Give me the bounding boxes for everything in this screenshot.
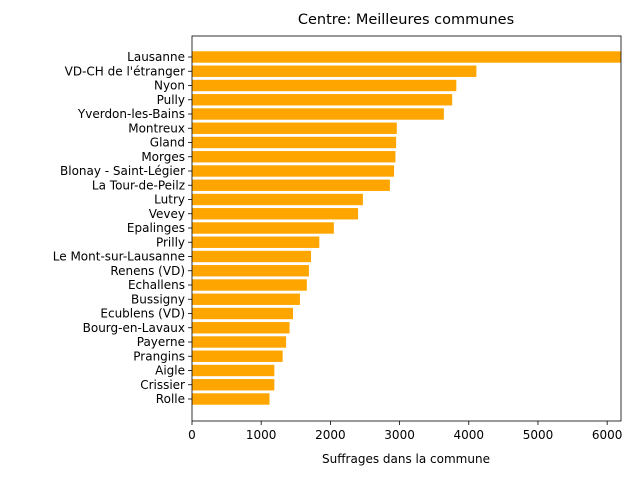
y-category-label: Aigle (155, 364, 185, 378)
bar (192, 293, 300, 305)
x-tick-label: 2000 (315, 428, 346, 442)
bar (192, 236, 320, 248)
y-category-label: Crissier (140, 378, 185, 392)
chart-title: Centre: Meilleures communes (298, 12, 514, 28)
bar (192, 79, 457, 92)
y-category-label: Renens (VD) (110, 264, 185, 278)
bar (192, 136, 397, 149)
bar (192, 151, 396, 163)
y-category-label: La Tour-de-Peilz (92, 178, 185, 192)
bar (192, 193, 363, 206)
y-category-label: Echallens (128, 278, 185, 292)
y-category-label: Epalinges (127, 221, 185, 235)
y-category-label: Morges (141, 150, 185, 164)
axes-layer (191, 35, 622, 422)
bars-layer (192, 51, 621, 405)
y-category-label: Payerne (137, 335, 185, 349)
y-category-label: Bussigny (131, 292, 185, 306)
x-tick-label: 1000 (246, 428, 277, 442)
x-tick-label: 5000 (523, 428, 554, 442)
bar (192, 364, 275, 377)
y-category-label: Prangins (133, 349, 185, 363)
bar (192, 208, 359, 220)
bar (192, 165, 395, 177)
y-category-label: Prilly (156, 235, 185, 249)
y-category-label: Gland (150, 136, 185, 150)
x-tick-label: 4000 (454, 428, 485, 442)
y-category-label: VD-CH de l'étranger (65, 64, 185, 78)
x-tick-label: 3000 (384, 428, 415, 442)
bar (192, 265, 309, 277)
bar (192, 322, 290, 334)
x-tick-label: 0 (188, 428, 196, 442)
bar (192, 307, 294, 320)
bar (192, 65, 477, 77)
bar (192, 250, 312, 263)
y-category-label: Montreux (128, 121, 185, 135)
y-category-label: Pully (157, 93, 185, 107)
bar (192, 279, 307, 291)
axes-frame (191, 35, 622, 422)
y-category-label: Le Mont-sur-Lausanne (53, 250, 185, 264)
x-tick-label: 6000 (592, 428, 623, 442)
y-category-label: Rolle (156, 392, 185, 406)
bar (192, 179, 390, 191)
y-category-label: Lausanne (127, 50, 185, 64)
y-category-label: Yverdon-les-Bains (77, 107, 185, 121)
y-category-label: Vevey (149, 207, 185, 221)
y-category-label: Bourg-en-Lavaux (83, 321, 185, 335)
y-category-label: Lutry (154, 193, 185, 207)
bar (192, 108, 444, 120)
bar (192, 379, 275, 391)
y-category-label: Blonay - Saint-Légier (60, 164, 185, 178)
y-category-label: Ecublens (VD) (100, 307, 185, 321)
bar (192, 350, 283, 362)
bar (192, 222, 334, 234)
bar (192, 94, 453, 106)
x-axis-label: Suffrages dans la commune (322, 452, 490, 466)
y-category-label: Nyon (154, 79, 185, 93)
x-ticks: 0 1000 2000 3000 4000 5000 6000 (188, 421, 622, 442)
bar (192, 51, 621, 63)
bar (192, 336, 287, 348)
bar (192, 122, 397, 134)
bar (192, 393, 270, 405)
